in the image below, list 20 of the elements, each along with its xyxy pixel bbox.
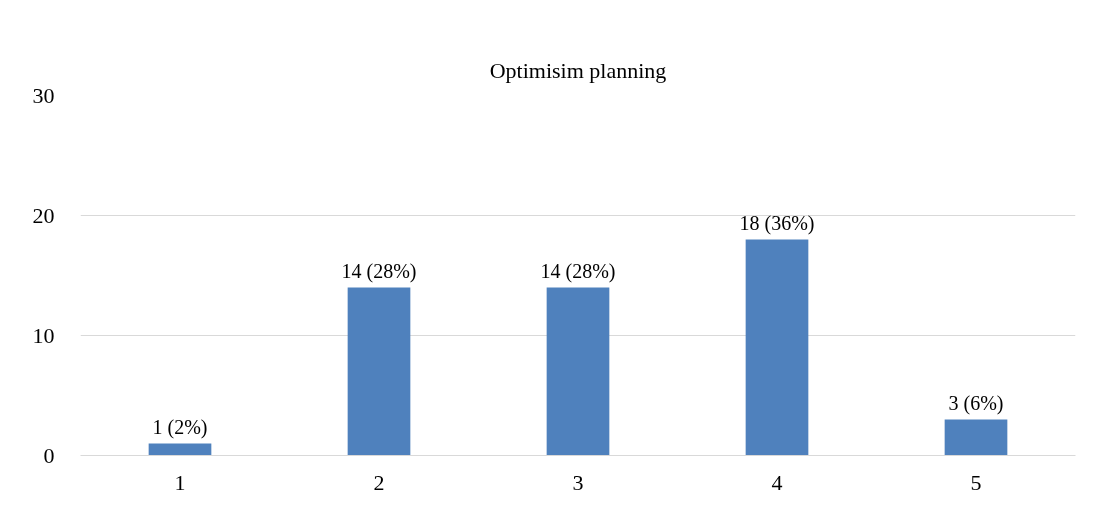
- data-label: 3 (6%): [948, 391, 1004, 415]
- y-tick-label: 30: [32, 82, 55, 108]
- x-tick-label: 3: [572, 469, 584, 495]
- data-label: 18 (36%): [739, 211, 815, 235]
- bar: [546, 287, 610, 456]
- x-tick-label: 2: [373, 469, 385, 495]
- y-tick-label: 20: [32, 202, 55, 228]
- x-tick-label: 5: [970, 469, 982, 495]
- bar: [745, 239, 809, 456]
- bar: [944, 419, 1008, 456]
- chart-title: Optimisim planning: [489, 58, 667, 83]
- bar: [347, 287, 411, 456]
- x-tick-label: 1: [174, 469, 186, 495]
- data-label: 1 (2%): [152, 415, 208, 439]
- data-label: 14 (28%): [341, 259, 417, 283]
- y-tick-label: 0: [43, 442, 55, 468]
- data-label: 14 (28%): [540, 259, 616, 283]
- x-tick-label: 4: [771, 469, 783, 495]
- bar: [148, 443, 212, 456]
- y-tick-label: 10: [32, 322, 55, 348]
